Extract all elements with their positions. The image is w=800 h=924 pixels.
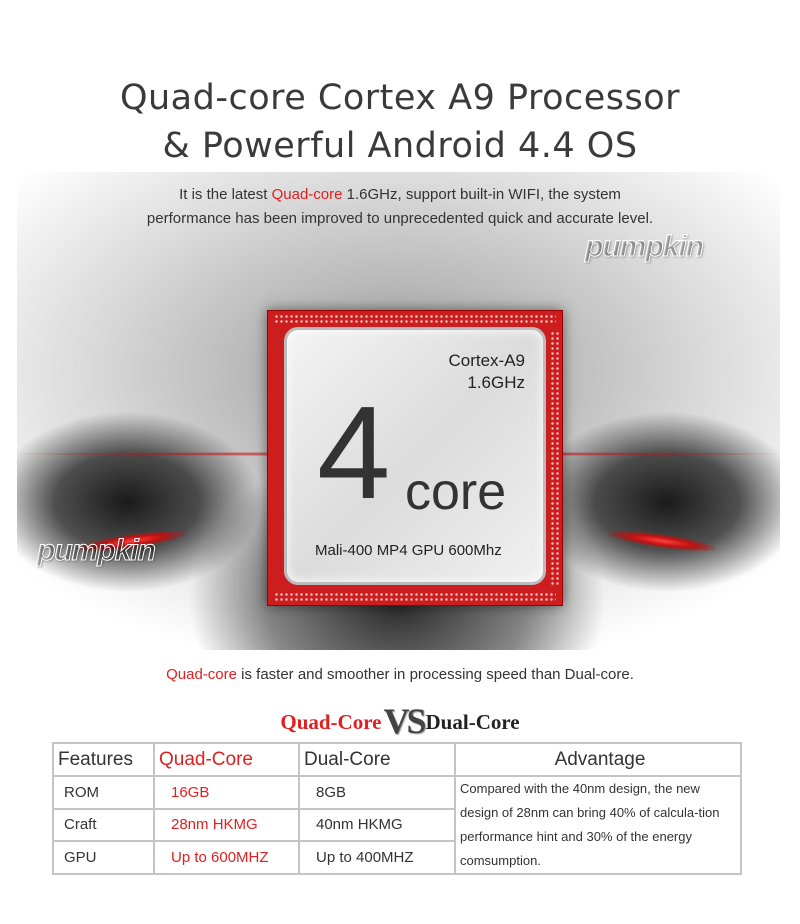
header-advantage: Advantage xyxy=(454,742,742,777)
caption-text: is faster and smoother in processing spe… xyxy=(236,666,634,683)
chip-face: Cortex-A9 1.6GHz 4 core Mali-400 MP4 GPU… xyxy=(284,327,546,585)
cell-feature: GPU xyxy=(52,840,155,875)
red-light xyxy=(606,526,718,556)
cell-feature: Craft xyxy=(52,807,155,843)
table-header: Features Quad-Core Dual-Core Advantage xyxy=(52,742,742,777)
header-quad: Quad-Core xyxy=(153,742,300,777)
chip-frequency: 1.6GHz xyxy=(467,373,525,392)
cell-quad: 16GB xyxy=(153,775,300,810)
cpu-chip: Cortex-A9 1.6GHz 4 core Mali-400 MP4 GPU… xyxy=(267,310,563,606)
cell-quad: 28nm HKMG xyxy=(153,807,300,843)
chip-pins xyxy=(550,331,560,585)
caption-highlight: Quad-core xyxy=(166,666,237,683)
chip-spec: Cortex-A9 1.6GHz xyxy=(448,350,525,394)
subtitle-line-2: performance has been improved to unprece… xyxy=(146,210,654,227)
header-features: Features xyxy=(52,742,155,777)
pumpkin-logo: pumpkin xyxy=(37,534,157,568)
chip-pins xyxy=(274,592,556,602)
header-dual: Dual-Core xyxy=(298,742,456,777)
cell-advantage: Compared with the 40nm design, the new d… xyxy=(454,775,742,875)
subtitle-highlight: Quad-core xyxy=(271,186,343,203)
vs-mark: VS xyxy=(383,701,426,741)
chip-gpu: Mali-400 MP4 GPU 600Mhz xyxy=(315,542,502,559)
vs-left: Quad-Core xyxy=(280,710,382,734)
title-line-1: Quad-core Cortex A9 Processor xyxy=(119,78,681,118)
cell-feature: ROM xyxy=(52,775,155,810)
table-row: GPU Up to 600MHZ Up to 400MHZ xyxy=(52,840,741,875)
chip-model: Cortex-A9 xyxy=(448,351,525,370)
table-row: Craft 28nm HKMG 40nm HKMG xyxy=(52,807,741,843)
cell-dual: 40nm HKMG xyxy=(298,807,456,843)
comparison-table: Features Quad-Core Dual-Core Advantage R… xyxy=(52,742,742,875)
core-label: core xyxy=(405,463,507,521)
title-line-2: & Powerful Android 4.4 OS xyxy=(162,126,638,166)
cell-dual: Up to 400MHZ xyxy=(298,840,456,875)
pumpkin-logo: pumpkin xyxy=(585,230,705,264)
chip-pins xyxy=(274,314,556,323)
subtitle-text: 1.6GHz, support built-in WIFI, the syste… xyxy=(342,186,621,203)
comparison-title: Quad-CoreVSDual-Core xyxy=(0,700,800,742)
vs-right: Dual-Core xyxy=(425,710,520,734)
core-count: 4 xyxy=(317,379,391,526)
subtitle-line-1: It is the latest Quad-core 1.6GHz, suppo… xyxy=(0,186,800,203)
caption: Quad-core is faster and smoother in proc… xyxy=(0,666,800,683)
table-row: ROM 16GB 8GB Compared with the 40nm desi… xyxy=(52,775,742,875)
cell-quad: Up to 600MHZ xyxy=(153,840,300,875)
cell-dual: 8GB xyxy=(298,775,456,810)
subtitle-text: It is the latest xyxy=(179,186,272,203)
